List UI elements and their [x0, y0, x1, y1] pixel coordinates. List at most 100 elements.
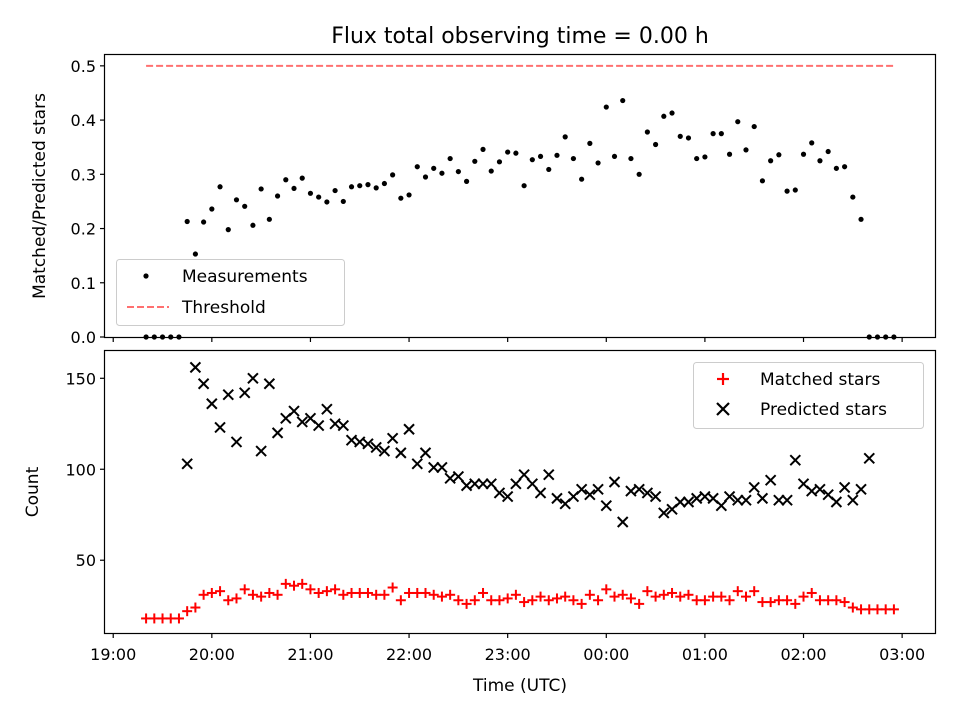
- matched-star-point: [527, 595, 538, 606]
- predicted-star-point: [658, 507, 670, 519]
- matched-star-point: [831, 595, 842, 606]
- legend-matched-label: Matched stars: [760, 370, 880, 390]
- measurement-point: [233, 197, 240, 203]
- bottom-legend-box: [693, 362, 924, 429]
- measurement-point: [644, 129, 650, 135]
- measurement-point: [225, 227, 231, 233]
- measurement-point: [406, 192, 412, 198]
- predicted-star-point: [806, 485, 818, 497]
- matched-star-point: [798, 591, 809, 602]
- measurement-point: [710, 131, 716, 137]
- predicted-star-point: [296, 416, 308, 428]
- measurement-point: [718, 131, 724, 137]
- matched-star-point: [740, 591, 751, 602]
- predicted-star-point: [197, 378, 210, 390]
- measurement-point: [192, 251, 198, 257]
- measurement-point: [217, 184, 223, 190]
- measurement-point: [620, 97, 626, 104]
- top-y-tick-label: 0.4: [71, 111, 96, 130]
- measurement-point: [751, 123, 757, 130]
- matched-star-point: [469, 595, 480, 606]
- measurement-point: [209, 206, 215, 212]
- predicted-star-point: [674, 496, 686, 508]
- measurement-point: [472, 158, 478, 164]
- predicted-star-point: [510, 478, 522, 490]
- bottom-y-tick-label: 100: [65, 460, 96, 479]
- matched-star-point: [634, 598, 645, 609]
- predicted-star-point: [189, 361, 202, 374]
- predicted-star-point: [625, 485, 637, 497]
- matched-star-point: [231, 593, 242, 604]
- matched-star-point: [593, 595, 604, 606]
- bottom-x-ticks: 19:00 20:00 21:00 22:00 23:00 00:00 01:00 02:00…: [90, 633, 925, 664]
- matched-star-point: [305, 584, 316, 595]
- predicted-star-point: [518, 469, 530, 481]
- matched-star-point: [560, 591, 571, 602]
- legend-matched-marker: [717, 373, 729, 385]
- predicted-star-point: [584, 489, 596, 501]
- matched-star-point: [551, 593, 562, 604]
- matched-star-point: [321, 586, 332, 597]
- x-tick-label: 03:00: [879, 645, 925, 664]
- predicted-star-point: [847, 494, 859, 506]
- matched-star-point: [362, 587, 373, 598]
- measurement-point: [439, 170, 445, 176]
- predicted-star-point: [181, 458, 193, 470]
- top-y-tick-label: 0.5: [71, 57, 96, 76]
- predicted-star-point: [855, 483, 867, 495]
- top-y-ticks: 0.0 0.1 0.2 0.3 0.4 0.5: [71, 57, 105, 347]
- predicted-star-point: [764, 474, 777, 486]
- predicted-star-point: [222, 388, 234, 401]
- legend-predicted-label: Predicted stars: [760, 400, 887, 420]
- predicted-star-point: [501, 490, 514, 503]
- measurement-point: [324, 199, 330, 205]
- matched-star-point: [716, 591, 727, 602]
- predicted-star-point: [411, 458, 423, 470]
- matched-star-point: [502, 593, 513, 604]
- matched-star-point: [173, 613, 184, 624]
- predicted-star-point: [214, 421, 226, 434]
- bottom-y-axis-label: Count: [23, 466, 43, 517]
- top-marks: [143, 64, 897, 340]
- x-axis-label: Time (UTC): [472, 676, 567, 696]
- measurement-point: [743, 147, 749, 153]
- legend-measurements-label: Measurements: [182, 267, 308, 287]
- predicted-star-point: [575, 483, 588, 495]
- top-y-tick-label: 0.3: [71, 165, 96, 184]
- predicted-star-point: [263, 378, 276, 390]
- matched-star-point: [461, 598, 472, 609]
- predicted-star-point: [699, 490, 711, 503]
- matched-star-point: [387, 582, 398, 593]
- measurement-point: [669, 110, 675, 116]
- matched-star-point: [765, 597, 776, 608]
- measurement-point: [735, 119, 741, 125]
- measurement-point: [661, 113, 667, 119]
- measurement-point: [348, 184, 355, 190]
- predicted-star-point: [419, 447, 432, 459]
- predicted-star-point: [773, 494, 785, 506]
- measurement-point: [652, 141, 659, 148]
- measurement-point: [414, 164, 420, 170]
- matched-star-point: [182, 606, 193, 617]
- measurement-point: [611, 153, 618, 160]
- matched-star-point: [215, 586, 226, 597]
- predicted-star-point: [329, 418, 341, 430]
- predicted-star-point: [230, 436, 243, 448]
- matched-star-point: [519, 597, 530, 608]
- predicted-star-point: [690, 492, 703, 505]
- predicted-star-point: [748, 481, 760, 494]
- matched-star-point: [420, 587, 431, 598]
- measurement-point: [480, 146, 486, 152]
- top-y-tick-label: 0.2: [71, 220, 96, 239]
- bottom-y-ticks: 50 100 150: [65, 369, 105, 570]
- x-tick-label: 23:00: [485, 645, 531, 664]
- measurement-point: [316, 194, 322, 200]
- matched-star-point: [625, 593, 636, 604]
- measurement-point: [759, 178, 766, 184]
- matched-star-point: [782, 595, 793, 606]
- legend-threshold-label: Threshold: [181, 298, 266, 318]
- predicted-star-point: [781, 494, 793, 506]
- predicted-star-point: [444, 472, 456, 485]
